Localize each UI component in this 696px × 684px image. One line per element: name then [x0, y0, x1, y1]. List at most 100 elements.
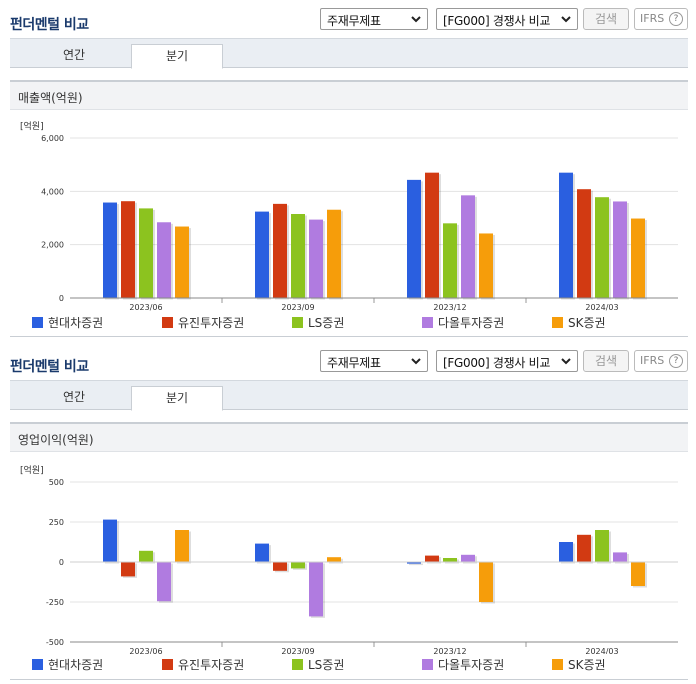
- bar: [327, 209, 341, 298]
- bar: [425, 172, 439, 298]
- x-tick-label: 2023/06: [129, 647, 162, 654]
- chevron-down-icon: [561, 358, 571, 365]
- y-tick-label: 250: [49, 518, 64, 527]
- x-tick-label: 2024/03: [585, 647, 618, 654]
- bar-shadow: [409, 563, 423, 566]
- tab-annual[interactable]: 연간: [62, 48, 86, 62]
- compare-select-value: [FG000] 경쟁사 비교: [443, 356, 551, 370]
- legend-label: 현대차증권: [48, 658, 104, 672]
- legend-item[interactable]: SK증권: [552, 656, 606, 673]
- tab-annual[interactable]: 연간: [62, 390, 86, 404]
- panel-header: 펀더멘털 비교 주재무제표 [FG000] 경쟁사 비교 검색 IFRS ?: [0, 350, 696, 380]
- ifrs-button[interactable]: IFRS ?: [634, 8, 688, 30]
- ifrs-button[interactable]: IFRS ?: [634, 350, 688, 372]
- bar: [425, 555, 439, 562]
- bar: [559, 172, 573, 298]
- y-tick-label: 4,000: [41, 187, 64, 196]
- statement-select[interactable]: 주재무제표: [320, 8, 428, 30]
- bar: [309, 562, 323, 617]
- search-button[interactable]: 검색: [583, 8, 629, 30]
- bar: [273, 203, 287, 298]
- tab-quarterly[interactable]: 분기: [131, 386, 223, 411]
- y-unit-label: [억원]: [20, 464, 44, 476]
- legend-item[interactable]: 유진투자증권: [162, 314, 244, 331]
- statement-select-value: 주재무제표: [327, 14, 381, 28]
- legend-swatch: [162, 317, 173, 328]
- chevron-down-icon: [411, 358, 421, 365]
- legend-item[interactable]: SK증권: [552, 314, 606, 331]
- bar: [577, 189, 591, 298]
- legend-swatch: [422, 317, 433, 328]
- bar: [613, 201, 627, 298]
- legend-swatch: [552, 317, 563, 328]
- bar: [595, 197, 609, 298]
- bar: [577, 534, 591, 562]
- bar: [613, 552, 627, 562]
- legend-item[interactable]: 현대차증권: [32, 314, 103, 331]
- y-tick-label: 500: [49, 478, 64, 487]
- operating-profit-chart-box: 영업이익(억원) [억원] -500 -250 0 250 500 2023/06 2023/…: [10, 422, 688, 680]
- bar: [309, 219, 323, 298]
- bar: [407, 179, 421, 298]
- ifrs-label: IFRS: [640, 12, 665, 25]
- bar: [595, 530, 609, 562]
- bar: [157, 562, 171, 602]
- bar: [461, 554, 475, 562]
- search-button[interactable]: 검색: [583, 350, 629, 372]
- fundamental-panel-operating-profit: 펀더멘털 비교 주재무제표 [FG000] 경쟁사 비교 검색 IFRS ? 연…: [0, 342, 696, 684]
- panel-title: 펀더멘털 비교: [10, 17, 89, 33]
- legend-swatch: [32, 659, 43, 670]
- x-tick-label: 2023/09: [281, 647, 314, 654]
- bar: [443, 558, 457, 562]
- legend-item[interactable]: 현대차증권: [32, 656, 103, 673]
- compare-select[interactable]: [FG000] 경쟁사 비교: [436, 8, 578, 30]
- x-tick-label: 2024/03: [585, 303, 618, 312]
- sales-bar-chart: [억원] 0 2,000 4,000 6,000 2023/06 2023/09 2023/1…: [20, 120, 678, 312]
- bar: [559, 542, 573, 562]
- legend-item[interactable]: LS증권: [292, 314, 344, 331]
- legend-swatch: [162, 659, 173, 670]
- legend-label: LS증권: [308, 316, 345, 330]
- y-tick-label: 0: [59, 294, 64, 303]
- legend-label: 유진투자증권: [178, 658, 245, 672]
- compare-select-value: [FG000] 경쟁사 비교: [443, 14, 551, 28]
- y-tick-label: -500: [46, 638, 64, 647]
- tab-quarterly[interactable]: 분기: [131, 44, 223, 69]
- bar: [327, 557, 341, 562]
- y-unit-label: [억원]: [20, 120, 44, 132]
- chart-title: 매출액(억원): [10, 82, 688, 110]
- bar: [291, 562, 305, 569]
- legend-swatch: [32, 317, 43, 328]
- bar: [291, 214, 305, 298]
- x-tick-label: 2023/12: [433, 303, 466, 312]
- y-tick-label: 2,000: [41, 241, 64, 250]
- compare-select[interactable]: [FG000] 경쟁사 비교: [436, 350, 578, 372]
- bar: [631, 562, 645, 586]
- x-tick-label: 2023/09: [281, 303, 314, 312]
- legend-label: SK증권: [568, 658, 606, 672]
- bar: [407, 562, 421, 564]
- period-tabs: 연간 분기: [10, 380, 688, 411]
- bar: [121, 201, 135, 298]
- legend-item[interactable]: 다올투자증권: [422, 314, 504, 331]
- legend-item[interactable]: 유진투자증권: [162, 656, 244, 673]
- legend-label: 다올투자증권: [438, 316, 505, 330]
- y-tick-label: 6,000: [41, 134, 64, 143]
- chevron-down-icon: [411, 16, 421, 23]
- legend-swatch: [552, 659, 563, 670]
- statement-select[interactable]: 주재무제표: [320, 350, 428, 372]
- legend-swatch: [422, 659, 433, 670]
- statement-select-value: 주재무제표: [327, 356, 381, 370]
- operating-profit-bar-chart: [억원] -500 -250 0 250 500 2023/06 2023/09 2023/12…: [20, 464, 678, 654]
- bar: [443, 223, 457, 298]
- bar: [479, 562, 493, 602]
- y-tick-label: -250: [46, 598, 64, 607]
- panel-title: 펀더멘털 비교: [10, 359, 89, 375]
- legend-item[interactable]: 다올투자증권: [422, 656, 504, 673]
- period-tabs: 연간 분기: [10, 38, 688, 69]
- bar: [103, 202, 117, 298]
- legend-item[interactable]: LS증권: [292, 656, 344, 673]
- bar: [631, 218, 645, 298]
- ifrs-label: IFRS: [640, 354, 665, 367]
- bar: [255, 211, 269, 298]
